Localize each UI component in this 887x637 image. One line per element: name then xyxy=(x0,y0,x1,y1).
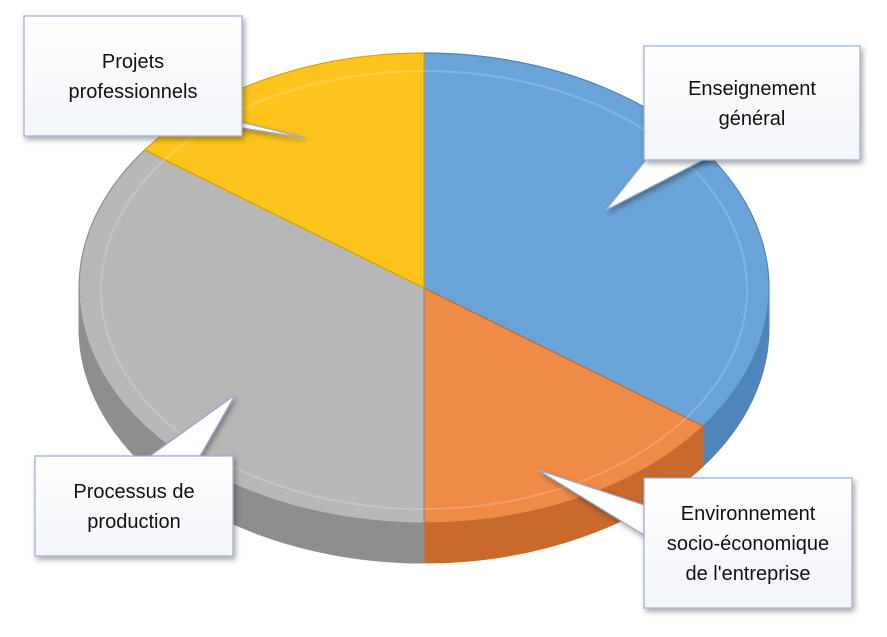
slice-label: général xyxy=(719,108,786,130)
callout-box-fill xyxy=(25,17,241,135)
callout-box-fill xyxy=(36,457,232,555)
pie-slice xyxy=(423,287,705,524)
pie-sheen xyxy=(100,70,748,510)
slice-label: professionnels xyxy=(69,81,198,103)
callout-box-fill xyxy=(645,47,859,159)
slice-label: Environnement xyxy=(681,503,816,525)
slice-label: Enseignement xyxy=(688,78,816,100)
slice-label: de l'entreprise xyxy=(686,563,811,585)
slice-label: Processus de xyxy=(73,481,194,503)
slice-label: Projets xyxy=(102,51,164,73)
callout-layer: Enseignement général Environnement socio-éc… xyxy=(23,15,861,609)
slice-callout: Enseignement général xyxy=(605,45,861,211)
slice-label: socio-économique xyxy=(667,533,829,555)
slice-callout: Projets professionnels xyxy=(23,15,307,139)
callout-box-fill xyxy=(645,479,851,607)
slice-label: production xyxy=(87,511,180,533)
slice-callout: Processus de production xyxy=(34,394,236,557)
pie-slice xyxy=(78,149,425,524)
slice-callout: Environnement socio-économique de l'entrep… xyxy=(537,469,853,609)
